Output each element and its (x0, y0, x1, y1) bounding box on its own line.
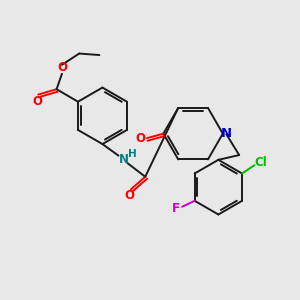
Text: O: O (32, 94, 42, 108)
Text: N: N (119, 153, 129, 166)
Text: O: O (136, 132, 146, 145)
Text: F: F (172, 202, 180, 215)
Text: O: O (124, 189, 134, 202)
Text: Cl: Cl (255, 156, 267, 169)
Text: N: N (221, 127, 232, 140)
Text: H: H (128, 149, 136, 159)
Text: O: O (57, 61, 67, 74)
